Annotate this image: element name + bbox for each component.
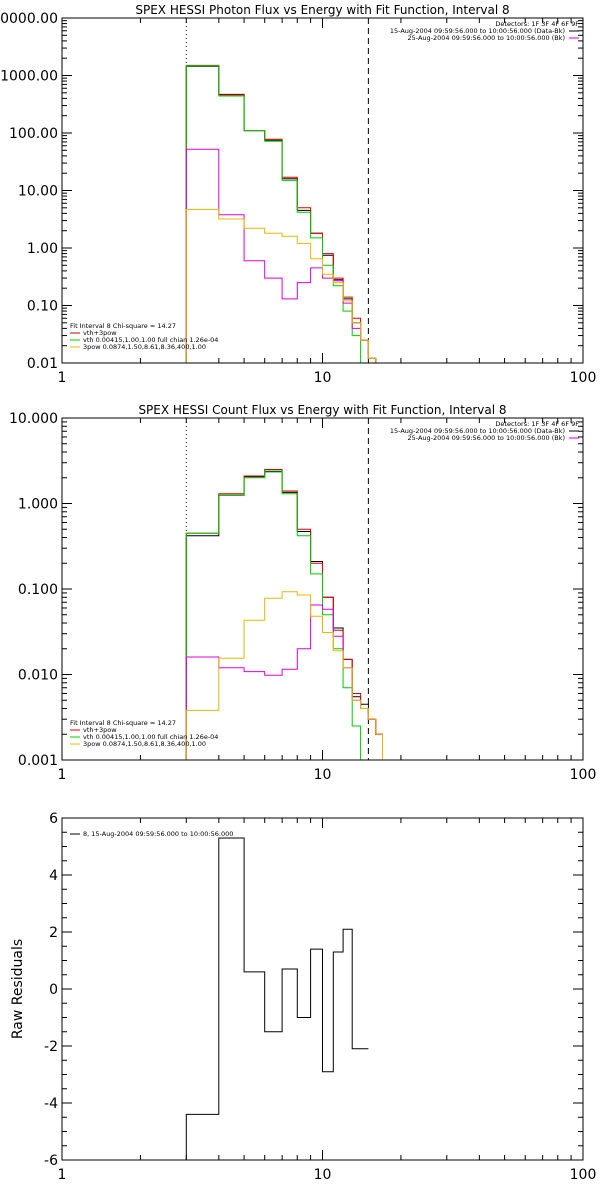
legend-top-text: 15-Aug-2004 09:59:56.000 to 10:00:56.000… <box>390 27 565 35</box>
y-tick-label: 0.10 <box>27 299 58 315</box>
plot-frame <box>61 417 584 761</box>
y-tick-label: 0.100 <box>18 582 58 598</box>
y-tick-label: 1.000 <box>18 497 58 513</box>
legend-bottom-text: vth+3pow <box>83 726 117 734</box>
series-line-1 <box>185 837 369 1160</box>
series-line-5 <box>185 208 389 363</box>
x-tick-label: 10 <box>314 1167 332 1183</box>
chart-panel-3: 1 10 100 -6 -4 -2 0 2 4 6 Raw Residuals 8, 15-Aug-2… <box>10 811 596 1183</box>
plot-frame <box>61 17 584 364</box>
y-tick-label: 6 <box>49 811 58 827</box>
series-line-3 <box>185 470 389 760</box>
x-tick-label: 10 <box>314 767 332 783</box>
legend-bottom-text: 3pow 0.0874,1.50,8.61,8.36,400,1.00 <box>83 740 206 748</box>
chart-panel-2: SPEX HESSI Count Flux vs Energy with Fit… <box>9 403 596 783</box>
chart-title: SPEX HESSI Photon Flux vs Energy with Fi… <box>135 3 509 17</box>
y-tick-label: 10000.00 <box>0 11 58 27</box>
y-axis-label: Raw Residuals <box>10 939 26 1039</box>
x-tick-label: 100 <box>570 370 597 386</box>
y-tick-label: 0.001 <box>18 753 58 769</box>
y-tick-label: 2 <box>49 925 58 941</box>
legend-bottom-text: vth+3pow <box>83 329 117 337</box>
legend-text: 8, 15-Aug-2004 09:59:56.000 to 10:00:56.… <box>83 830 233 838</box>
x-tick-label: 10 <box>314 370 332 386</box>
x-tick-label: 100 <box>570 1167 597 1183</box>
y-tick-label: 0.010 <box>18 668 58 684</box>
x-tick-label: 1 <box>58 767 67 783</box>
legend-bottom-heading: Fit Interval 8 Chi-square = 14.27 <box>70 322 176 330</box>
plot-frame <box>61 817 584 1161</box>
legend-top-text: Detectors: 1F 3F 4F 6F 9F <box>495 420 579 428</box>
y-tick-label: -2 <box>44 1039 58 1055</box>
x-tick-label: 100 <box>570 767 597 783</box>
y-tick-label: 100.00 <box>9 126 58 142</box>
chart-panel-1: SPEX HESSI Photon Flux vs Energy with Fi… <box>0 3 596 386</box>
legend-bottom-text: vth 0.00415,1.00,1.00 full chian 1.26e-0… <box>83 336 218 344</box>
y-tick-label: 10.000 <box>9 411 58 427</box>
legend-top-text: 25-Aug-2004 09:59:56.000 to 10:00:56.000… <box>408 34 565 42</box>
y-tick-label: 1.00 <box>27 241 58 257</box>
y-tick-label: 0.01 <box>27 356 58 372</box>
legend-bottom-heading: Fit Interval 8 Chi-square = 14.27 <box>70 719 176 727</box>
y-tick-label: -4 <box>44 1096 58 1112</box>
x-tick-label: 1 <box>58 370 67 386</box>
y-tick-label: 4 <box>49 868 58 884</box>
y-tick-label: -6 <box>44 1153 58 1169</box>
legend-top-text: Detectors: 1F 3F 4F 6F 9F <box>495 20 579 28</box>
series-line-5 <box>185 591 389 760</box>
legend-top-text: 15-Aug-2004 09:59:56.000 to 10:00:56.000… <box>390 427 565 435</box>
y-tick-label: 1000.00 <box>0 69 58 85</box>
series-group <box>185 64 389 363</box>
series-group <box>185 837 369 1160</box>
series-line-3 <box>185 65 389 363</box>
chart-title: SPEX HESSI Count Flux vs Energy with Fit… <box>138 403 506 417</box>
legend-top-text: 25-Aug-2004 09:59:56.000 to 10:00:56.000… <box>408 434 565 442</box>
y-tick-label: 10.00 <box>18 184 58 200</box>
legend-bottom-text: vth 0.00415,1.00,1.00 full chian 1.26e-0… <box>83 733 218 741</box>
x-tick-label: 1 <box>58 1167 67 1183</box>
series-group <box>185 469 389 760</box>
y-tick-label: 0 <box>49 982 58 998</box>
legend-bottom-text: 3pow 0.0874,1.50,8.61,8.36,400,1.00 <box>83 343 206 351</box>
